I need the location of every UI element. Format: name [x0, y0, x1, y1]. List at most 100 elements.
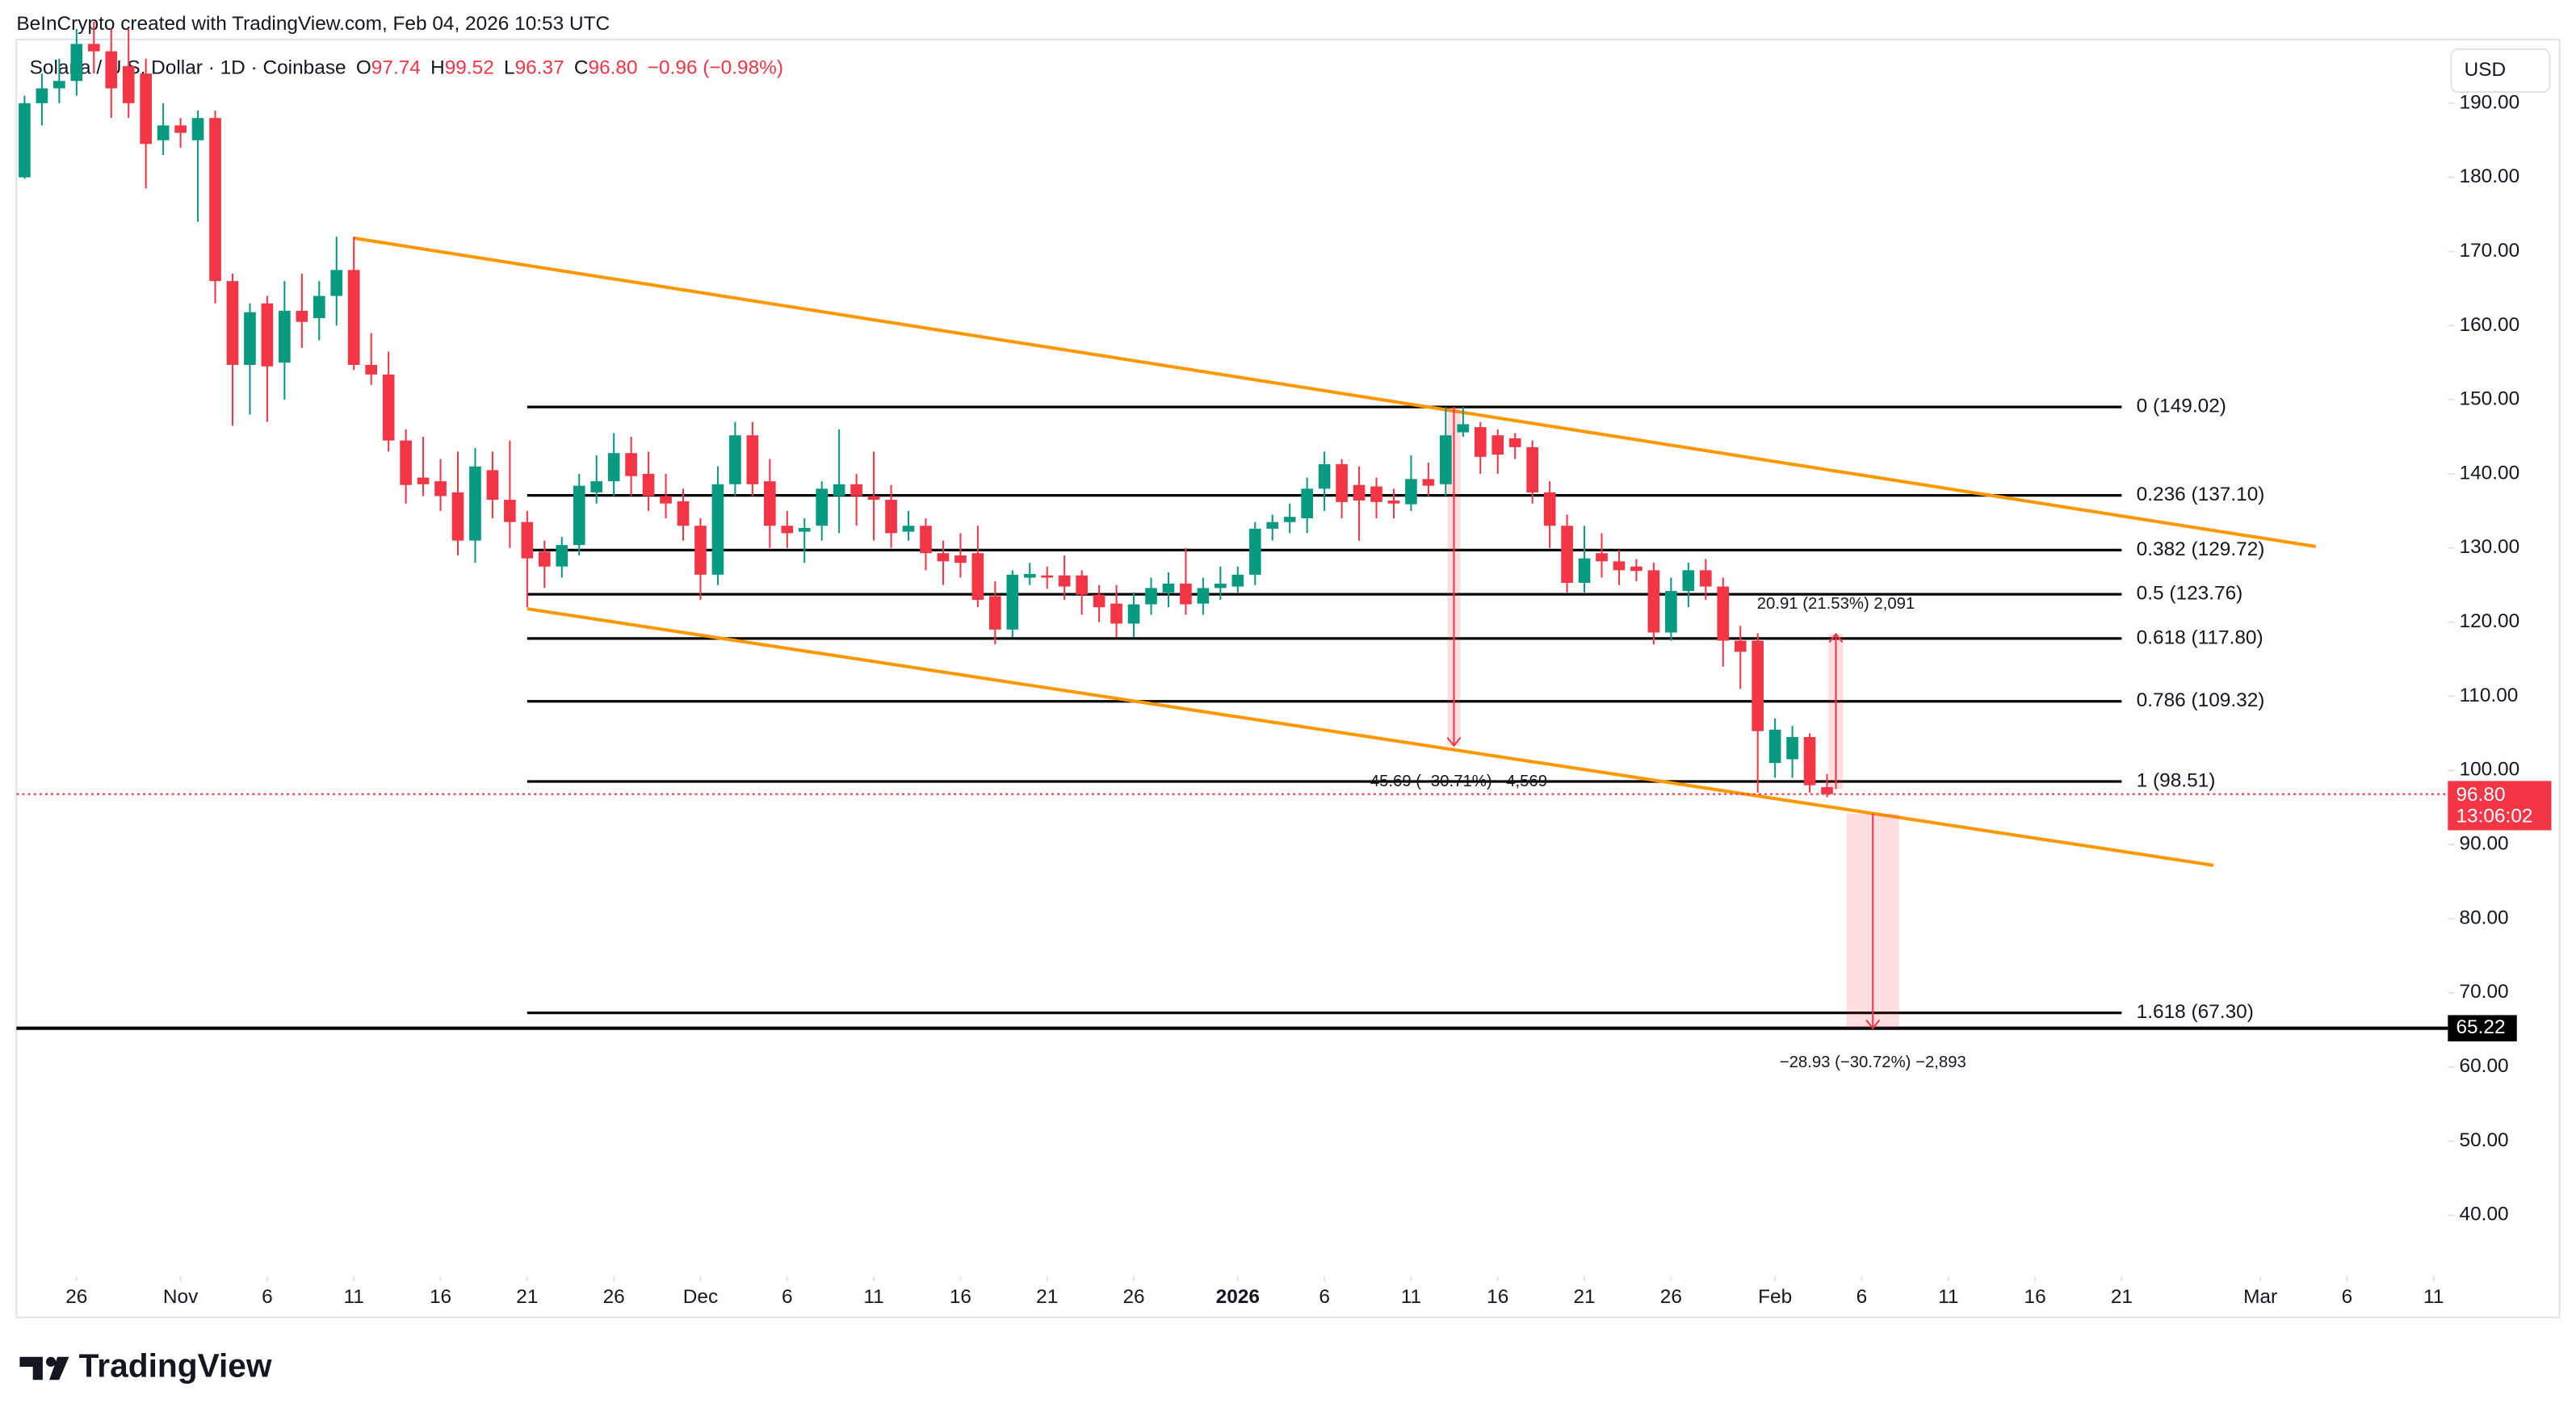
candle-body — [1596, 553, 1608, 562]
candle-body — [885, 500, 897, 534]
candle-body — [1180, 583, 1192, 605]
candle-body — [642, 473, 655, 496]
fib-label: 0.236 (137.10) — [2137, 484, 2265, 505]
x-tick-label: 6 — [782, 1286, 793, 1308]
x-tick-label: 26 — [1660, 1286, 1682, 1308]
candle-body — [279, 310, 291, 363]
candle-body — [296, 310, 308, 322]
candle-body — [1215, 583, 1227, 589]
x-tick-label: 2026 — [1216, 1286, 1260, 1308]
candle-body — [867, 496, 880, 501]
candle-body — [157, 125, 170, 140]
support-label-box — [2448, 1015, 2517, 1041]
candle-body — [625, 453, 637, 476]
candle-body — [1630, 566, 1643, 572]
price-countdown: 13:06:02 — [2456, 806, 2532, 827]
candle-body — [1508, 438, 1521, 447]
candle-body — [1023, 573, 1036, 578]
candle-body — [1717, 586, 1730, 641]
candle-body — [538, 551, 551, 567]
currency[interactable]: USD — [2465, 59, 2507, 81]
candle-body — [1041, 575, 1054, 578]
candle-body — [1803, 736, 1816, 786]
candle-body — [434, 481, 447, 496]
fib-label: 1 (98.51) — [2137, 769, 2216, 791]
x-tick-label: Mar — [2243, 1286, 2277, 1308]
candle-body — [729, 435, 741, 484]
candle-body — [989, 596, 1001, 630]
candle-body — [781, 526, 794, 534]
candle-body — [1336, 464, 1348, 502]
y-tick-label: 130.00 — [2460, 536, 2520, 558]
x-tick-label: 6 — [262, 1286, 273, 1308]
price-label-box — [2448, 781, 2552, 831]
candle-body — [365, 364, 378, 375]
x-tick-label: 16 — [950, 1286, 971, 1308]
measure-label: −45.69 (−30.71%) −4,569 — [1361, 773, 1547, 790]
candle-body — [382, 374, 395, 441]
candle-body — [1248, 528, 1261, 575]
y-tick-label: 170.00 — [2460, 240, 2520, 262]
candle-body — [607, 453, 620, 482]
candle-body — [313, 295, 325, 319]
candle-body — [1440, 435, 1452, 484]
candle-body — [694, 526, 707, 575]
x-tick-label: 21 — [516, 1286, 538, 1308]
candle-body — [1405, 479, 1417, 505]
x-tick-label: 26 — [603, 1286, 625, 1308]
candle-body — [1110, 603, 1122, 624]
candle-body — [1526, 446, 1538, 492]
x-tick-label: 11 — [1938, 1286, 1958, 1308]
candle-body — [521, 522, 534, 559]
legend-key: H — [430, 57, 445, 79]
legend-value: 99.52 — [445, 57, 494, 79]
x-tick-label: 11 — [2423, 1286, 2444, 1308]
y-tick-label: 100.00 — [2460, 759, 2520, 781]
candle-body — [400, 440, 412, 485]
candle-body — [833, 484, 845, 496]
support-label: 65.22 — [2456, 1016, 2505, 1038]
legend-change: −0.96 (−0.98%) — [648, 57, 783, 79]
x-tick-label: 11 — [863, 1286, 883, 1308]
candle-body — [971, 553, 984, 601]
y-tick-label: 120.00 — [2460, 610, 2520, 632]
candle-body — [469, 466, 481, 541]
channel-line — [353, 236, 2317, 548]
fib-label: 1.618 (67.30) — [2137, 1001, 2254, 1023]
x-tick-label: 6 — [1319, 1286, 1330, 1308]
candle-body — [920, 526, 932, 554]
x-tick-label: 16 — [2024, 1286, 2046, 1308]
candle-body — [556, 545, 568, 567]
candle-body — [1006, 574, 1019, 630]
candle-body — [954, 555, 967, 563]
x-tick-label: 21 — [1036, 1286, 1058, 1308]
y-tick-label: 180.00 — [2460, 165, 2520, 187]
candle-body — [1474, 427, 1487, 457]
candle-body — [1613, 561, 1626, 571]
x-tick-label: 11 — [1401, 1286, 1421, 1308]
x-tick-label: 16 — [430, 1286, 451, 1308]
logo: TradingView — [79, 1347, 272, 1385]
candle-body — [763, 481, 776, 526]
channel-line — [527, 607, 2214, 867]
fib-label: 0.618 (117.80) — [2137, 626, 2263, 648]
legend-key: C — [574, 57, 589, 79]
x-tick-label: 6 — [2342, 1286, 2353, 1308]
y-tick-label: 160.00 — [2460, 314, 2520, 336]
x-tick-label: Feb — [1758, 1286, 1792, 1308]
candle-body — [191, 118, 204, 140]
candle-body — [1318, 464, 1331, 489]
candle-body — [1145, 588, 1157, 605]
currency-button[interactable] — [2450, 48, 2551, 93]
candle-body — [122, 65, 135, 103]
candle-body — [1370, 486, 1382, 502]
candle-body — [209, 118, 221, 282]
candle-body — [1578, 558, 1591, 583]
candle-body — [140, 73, 152, 145]
y-tick-label: 110.00 — [2460, 685, 2519, 706]
candle-body — [330, 270, 343, 296]
candle-body — [850, 484, 862, 496]
legend-key: L — [504, 57, 515, 79]
x-tick-label: 6 — [1856, 1286, 1868, 1308]
